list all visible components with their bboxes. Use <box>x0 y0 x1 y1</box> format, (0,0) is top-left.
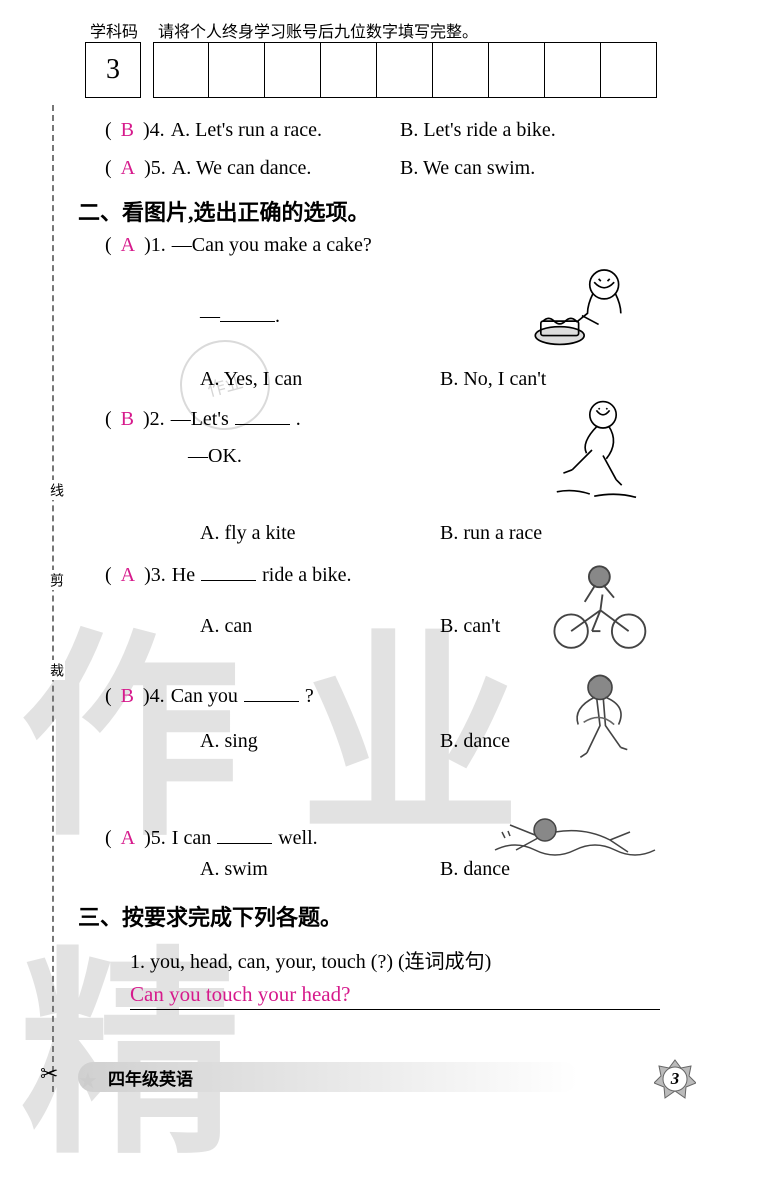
paren-open: ( <box>105 564 112 587</box>
cake-illustration <box>530 260 645 360</box>
option-a: A. Yes, I can <box>200 368 302 391</box>
prompt-pre: —Let's <box>171 408 229 431</box>
question-num: )4. <box>143 119 165 142</box>
code-box[interactable] <box>545 42 601 98</box>
fill-blank[interactable] <box>217 824 272 844</box>
option-a: A. can <box>200 615 252 638</box>
cut-label-1: 线 <box>45 480 65 500</box>
question-row: ( B )4. Can you ? <box>105 682 314 708</box>
section-3-heading: 三、按要求完成下列各题。 <box>78 900 342 932</box>
option-a: A. swim <box>200 858 268 881</box>
answer-line[interactable] <box>130 1009 660 1010</box>
option-b: B. run a race <box>440 522 542 545</box>
question-row: ( B )4. A. Let's run a race. <box>105 119 322 142</box>
question-num: )2. <box>143 408 165 431</box>
code-box[interactable] <box>209 42 265 98</box>
option-b: B. No, I can't <box>440 368 546 391</box>
option-b: B. dance <box>440 730 510 753</box>
paren-open: ( <box>105 827 112 850</box>
page-badge: 3 <box>654 1058 696 1100</box>
paren-open: ( <box>105 234 112 257</box>
question-num: )4. <box>143 685 165 708</box>
prompt-post: ride a bike. <box>262 564 351 587</box>
option-a: A. fly a kite <box>200 522 296 545</box>
prompt-post: well. <box>278 827 317 850</box>
question-num: 1. <box>130 951 145 973</box>
option-a: A. Let's run a race. <box>171 119 322 142</box>
dash: — <box>200 305 220 327</box>
answer-letter: B <box>118 119 137 142</box>
ok-line: —OK. <box>188 445 242 468</box>
cut-label-3: 裁 <box>45 660 65 680</box>
paren-open: ( <box>105 685 112 708</box>
answer-letter: A <box>118 234 138 257</box>
prompt-pre: I can <box>172 827 211 850</box>
fill-blank[interactable] <box>201 561 256 581</box>
question-prompt: —Can you make a cake? <box>172 234 372 257</box>
question-row: ( B )2. —Let's . <box>105 405 301 431</box>
prompt-post: . <box>296 408 301 431</box>
option-b: B. can't <box>440 615 500 638</box>
sentence-answer: Can you touch your head? <box>130 982 350 1007</box>
scissors-icon: ✂ <box>40 1061 58 1087</box>
swim-illustration <box>490 800 660 870</box>
grade-label: 四年级英语 <box>108 1065 193 1090</box>
footer-star-icon: ★ <box>78 1068 104 1094</box>
fill-blank[interactable] <box>244 682 299 702</box>
answer-letter: B <box>118 685 137 708</box>
answer-letter: A <box>118 564 138 587</box>
paren-open: ( <box>105 119 112 142</box>
code-box[interactable] <box>153 42 209 98</box>
section-2-heading: 二、看图片,选出正确的选项。 <box>78 195 370 227</box>
question-num: )3. <box>144 564 166 587</box>
blank-line-row: —. <box>200 302 280 328</box>
question-row: ( A )1. —Can you make a cake? <box>105 234 372 257</box>
running-illustration <box>545 395 650 505</box>
code-box[interactable] <box>601 42 657 98</box>
option-a: A. sing <box>200 730 258 753</box>
fill-blank[interactable] <box>235 405 290 425</box>
cut-label-2: 剪 <box>45 570 65 590</box>
option-b: B. Let's ride a bike. <box>400 119 556 142</box>
paren-open: ( <box>105 408 112 431</box>
option-a: A. We can dance. <box>172 157 312 180</box>
question-num: )5. <box>144 157 166 180</box>
bike-illustration <box>545 555 660 655</box>
page-number: 3 <box>671 1069 680 1089</box>
footer-bar: 四年级英语 <box>78 1062 578 1092</box>
subject-label: 学科码 <box>90 18 138 42</box>
cut-line <box>52 105 54 1092</box>
watermark-text: 作业精 <box>20 560 766 1196</box>
prompt-pre: Can you <box>171 685 238 708</box>
code-boxes: 3 <box>85 42 657 98</box>
code-box[interactable] <box>377 42 433 98</box>
period: . <box>275 305 280 327</box>
question-row: ( A )3. He ride a bike. <box>105 561 352 587</box>
header-instruction: 请将个人终身学习账号后九位数字填写完整。 <box>158 18 478 42</box>
prompt-post: ? <box>305 685 314 708</box>
code-box[interactable] <box>321 42 377 98</box>
fill-blank[interactable] <box>220 302 275 322</box>
subject-code-box: 3 <box>85 42 141 98</box>
question-row: ( A )5. I can well. <box>105 824 318 850</box>
code-box[interactable] <box>433 42 489 98</box>
question-row: ( A )5. A. We can dance. <box>105 157 311 180</box>
question-num: )1. <box>144 234 166 257</box>
header-row: 学科码 请将个人终身学习账号后九位数字填写完整。 <box>90 18 478 42</box>
answer-letter: A <box>118 157 138 180</box>
dance-illustration <box>550 670 650 790</box>
question-num: )5. <box>144 827 166 850</box>
s3-question: 1. you, head, can, your, touch (?) (连词成句… <box>130 945 491 974</box>
paren-open: ( <box>105 157 112 180</box>
answer-letter: B <box>118 408 137 431</box>
option-b: B. We can swim. <box>400 157 535 180</box>
prompt-pre: He <box>172 564 195 587</box>
code-box[interactable] <box>489 42 545 98</box>
code-box[interactable] <box>265 42 321 98</box>
question-prompt: you, head, can, your, touch (?) (连词成句) <box>150 951 491 973</box>
answer-letter: A <box>118 827 138 850</box>
